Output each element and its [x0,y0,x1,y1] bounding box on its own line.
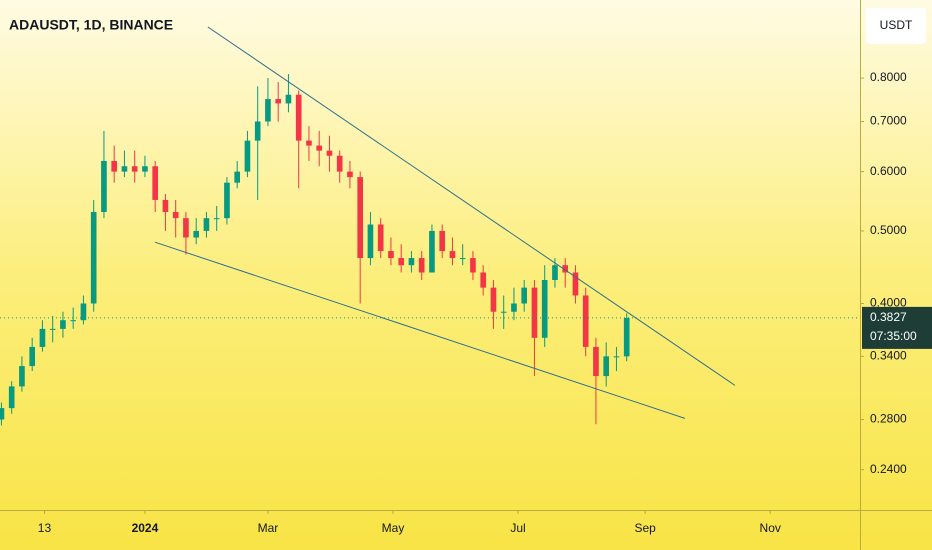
candle-body [111,160,118,172]
candle-body [8,386,15,409]
candle-body [0,408,5,420]
x-tick-label: Mar [258,521,279,535]
candle-body [316,145,323,151]
candle-body [49,328,56,330]
x-tick-label: Nov [760,521,781,535]
candle-body [418,258,425,273]
candle-body [603,356,610,377]
candle-body [306,140,312,146]
candle-body [490,287,497,312]
y-tick-label: 0.6000 [870,164,907,178]
currency-button-label[interactable]: USDT [880,18,913,32]
x-tick-label: 2024 [132,521,159,535]
candle-body [19,366,25,387]
candle-body [224,182,230,219]
last-price-tag [862,306,932,349]
candle-body [90,211,97,304]
y-tick-label: 0.2400 [870,462,907,476]
candle-body [388,251,394,259]
candle-body [572,272,579,296]
x-tick-label: Jul [510,521,525,535]
candle-body [244,140,251,172]
candle-body [265,99,271,122]
candle-body [439,230,446,252]
candle-body [562,265,569,273]
y-tick-label: 0.8000 [870,70,907,84]
candle-body [193,230,200,238]
candle-body [70,320,77,322]
candle-body [500,311,507,313]
trendline [207,26,736,386]
candle-body [531,287,538,338]
currency-button[interactable] [866,8,926,44]
candle-body [480,272,487,288]
last-price-label: 0.3827 [870,310,907,324]
candle-body [162,199,169,212]
candle-body [203,218,210,231]
chart-title: ADAUSDT, 1D, BINANCE [9,17,173,33]
candle-body [552,265,558,280]
countdown-label: 07:35:00 [870,329,917,343]
candle-body [511,303,517,312]
x-tick-label: Sep [634,521,656,535]
candle-body [398,258,405,266]
candle-body [172,211,179,219]
candle-body [254,121,261,141]
y-tick-label: 0.5000 [870,223,907,237]
candle-body [613,356,620,358]
candle-body [449,251,456,259]
candle-body [60,320,66,329]
y-tick-label: 0.2800 [870,412,907,426]
y-tick-label: 0.7000 [870,114,907,128]
candle-body [285,94,292,104]
candle-body [131,166,138,172]
candle-body [39,328,46,347]
candle-body [234,171,241,183]
y-tick-label: 0.3400 [870,349,907,363]
y-tick-label: 0.4000 [870,296,907,310]
candle-body [80,303,87,321]
candle-body [213,218,220,220]
candle-body [582,295,589,347]
candle-body [429,230,435,273]
candle-body [459,258,466,260]
candle-body [326,150,333,156]
x-tick-label: May [382,521,405,535]
candle-body [623,317,630,357]
candle-body [347,171,353,178]
trendline [154,241,686,419]
candle-body [367,224,374,259]
candle-body [593,346,599,377]
candle-body [152,166,159,200]
candle-body [470,258,476,273]
candle-body [336,155,343,172]
candle-body [408,258,415,266]
candle-body [295,94,302,141]
candle-body [101,160,107,212]
candle-body [121,166,128,172]
x-tick-label: 13 [38,521,52,535]
candle-body [275,99,282,104]
candle-body [377,224,384,252]
candle-body [142,166,148,172]
candle-body [357,177,364,259]
candle-body [29,346,36,367]
candle-body [183,218,189,238]
candle-body [541,279,548,338]
candle-body [521,287,528,304]
